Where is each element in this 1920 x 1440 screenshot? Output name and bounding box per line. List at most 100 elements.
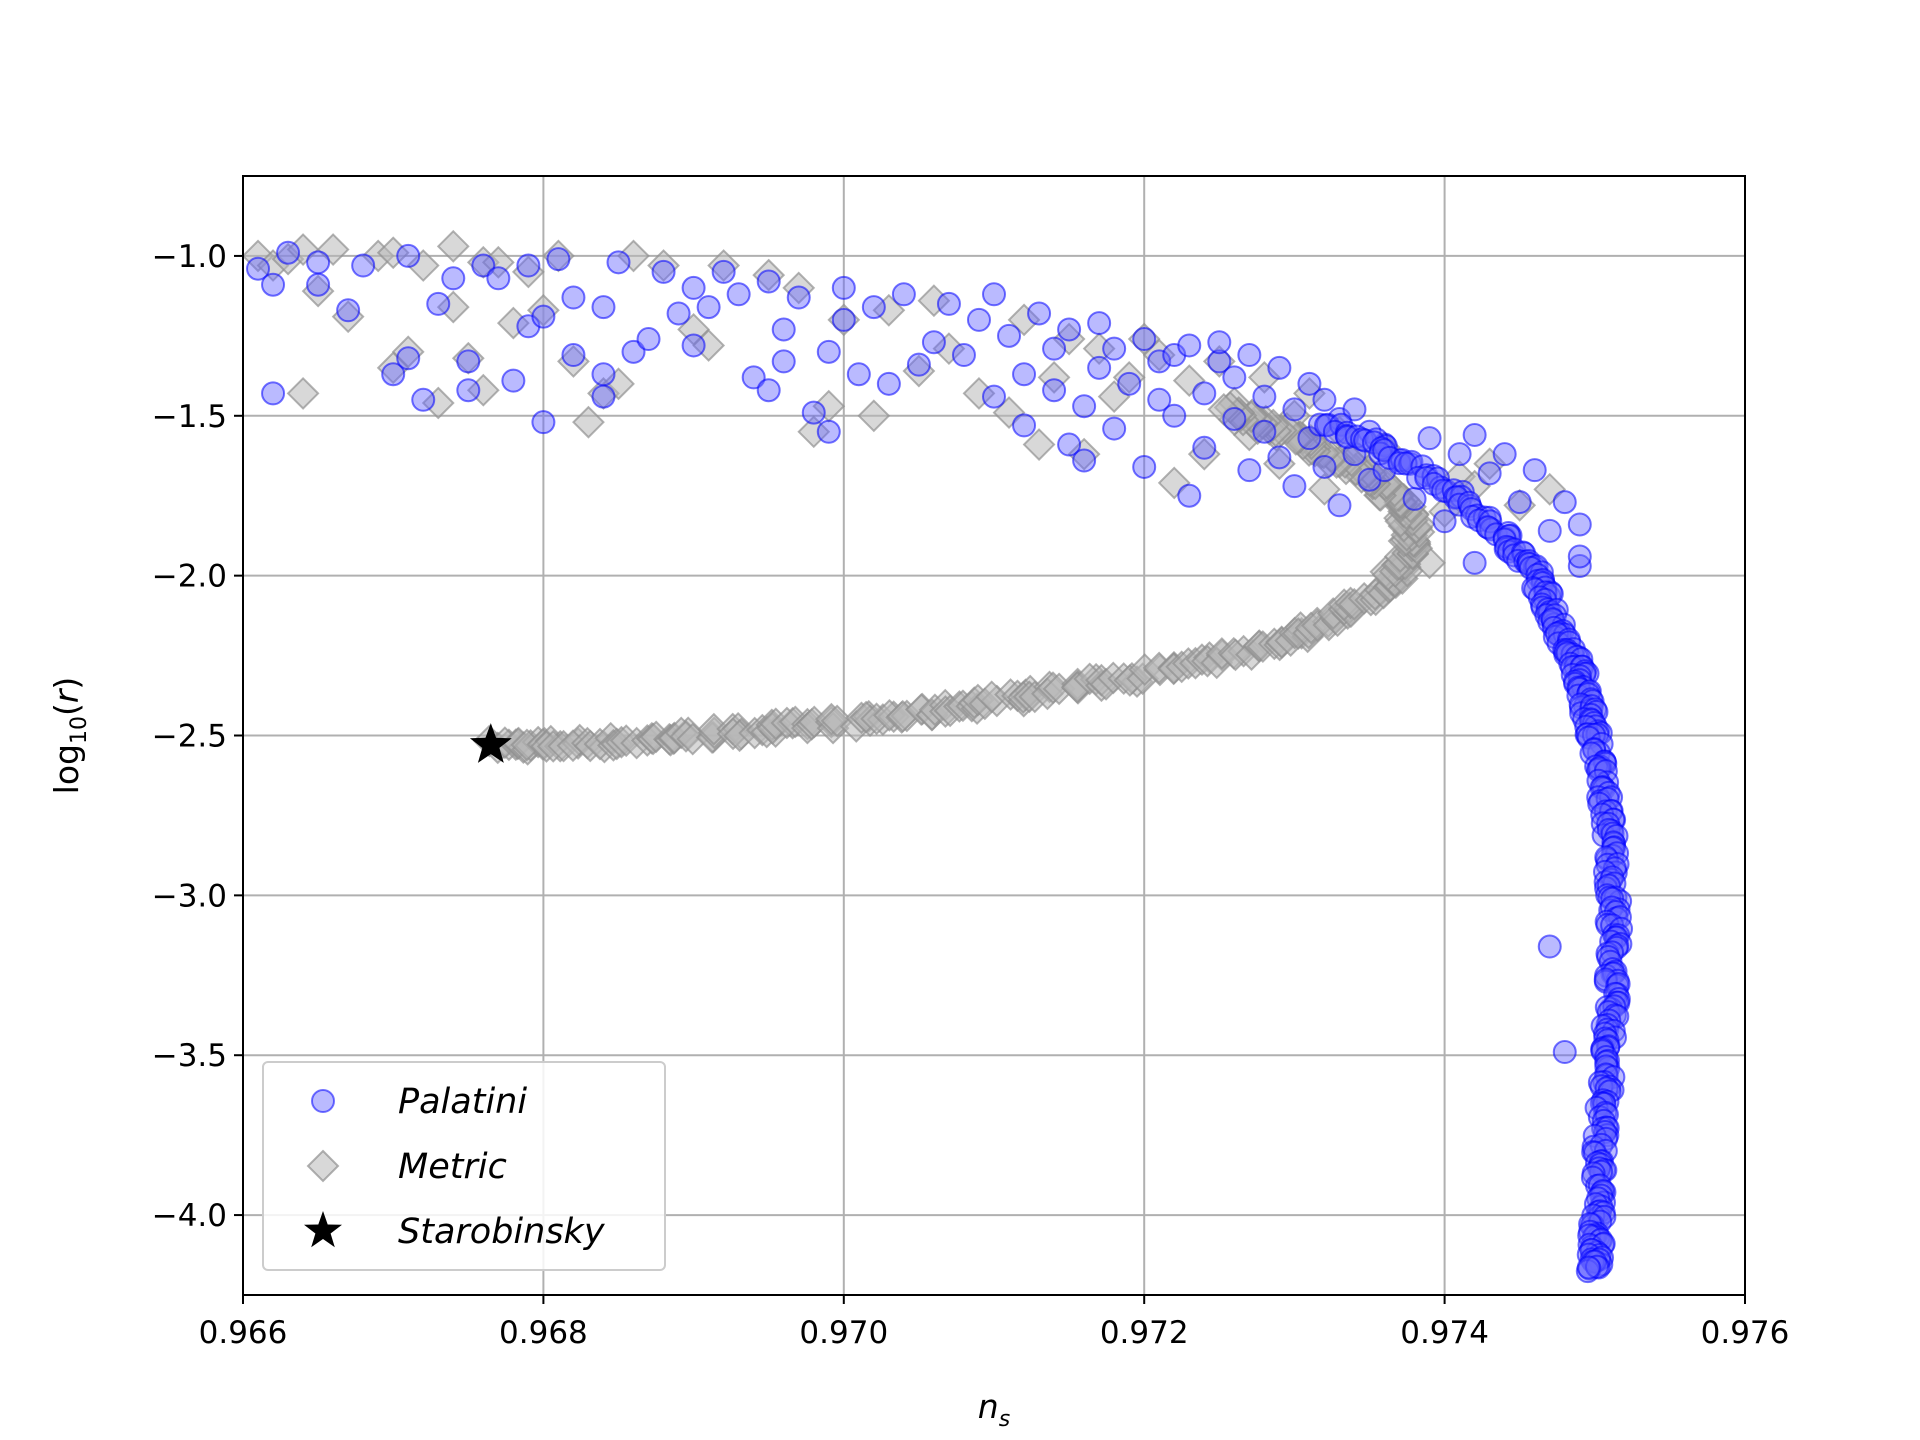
palatini-point xyxy=(1567,544,1592,569)
palatini-point xyxy=(531,304,556,329)
metric-point xyxy=(496,306,530,340)
palatini-point xyxy=(936,291,961,316)
palatini-point xyxy=(831,275,856,300)
palatini-point xyxy=(306,272,331,297)
palatini-point xyxy=(1087,355,1112,380)
starobinsky-point xyxy=(469,723,512,763)
palatini-point xyxy=(1267,355,1292,380)
metric-point xyxy=(316,233,350,266)
palatini-point xyxy=(771,349,796,374)
palatini-point xyxy=(921,330,946,355)
palatini-point xyxy=(831,307,856,332)
palatini-point xyxy=(1297,371,1322,396)
palatini-point xyxy=(951,343,976,368)
legend-label-starobinsky: Starobinsky xyxy=(398,1212,606,1252)
palatini-point xyxy=(1072,448,1097,473)
metric-point xyxy=(1473,447,1507,481)
metric-point xyxy=(1097,380,1131,414)
palatini-point xyxy=(1147,387,1172,412)
metric-point xyxy=(376,236,410,270)
palatini-point xyxy=(396,346,421,371)
palatini-point xyxy=(1222,406,1247,431)
metric-point xyxy=(1022,428,1056,461)
y-axis-label-close: ) xyxy=(47,677,86,690)
palatini-point xyxy=(591,362,616,387)
legend-marker-metric xyxy=(306,1149,340,1183)
palatini-point xyxy=(696,295,721,320)
palatini-point xyxy=(501,368,526,393)
y-axis-label-var: r xyxy=(47,687,86,703)
palatini-point xyxy=(381,362,406,387)
palatini-point xyxy=(1177,333,1202,358)
palatini-point xyxy=(441,266,466,291)
palatini-point xyxy=(456,378,481,403)
palatini-point xyxy=(771,317,796,342)
palatini-point xyxy=(1177,483,1202,508)
y-tick-label: −3.5 xyxy=(152,1038,227,1074)
palatini-point xyxy=(891,282,916,307)
legend-label-palatini: Palatini xyxy=(398,1082,527,1122)
palatini-point xyxy=(351,253,376,278)
palatini-point xyxy=(1492,442,1517,467)
x-tick-label: 0.970 xyxy=(799,1315,888,1351)
palatini-point xyxy=(246,256,271,281)
palatini-point xyxy=(531,410,556,435)
metric-point xyxy=(286,376,320,410)
metric-point xyxy=(962,376,996,410)
palatini-point xyxy=(606,250,631,275)
palatini-point xyxy=(1576,1255,1601,1280)
palatini-point xyxy=(261,381,286,406)
y-axis-label-prefix: log xyxy=(47,744,86,794)
palatini-point xyxy=(1552,490,1577,515)
palatini-point xyxy=(816,339,841,364)
palatini-point xyxy=(681,275,706,300)
palatini-point xyxy=(1057,317,1082,342)
palatini-point xyxy=(1477,461,1502,486)
palatini-point xyxy=(1507,490,1532,515)
palatini-point xyxy=(456,349,481,374)
palatini-point xyxy=(1417,426,1442,451)
y-axis-label: log10(r) xyxy=(47,677,92,795)
palatini-point xyxy=(411,387,436,412)
palatini-point xyxy=(336,298,361,323)
palatini-point xyxy=(876,371,901,396)
palatini-point xyxy=(906,352,931,377)
metric-point xyxy=(1067,437,1101,471)
metric-point xyxy=(241,239,275,273)
palatini-point xyxy=(1207,330,1232,355)
metric-point xyxy=(1172,364,1206,398)
palatini-point xyxy=(1042,378,1067,403)
palatini-point xyxy=(861,295,886,320)
palatini-point xyxy=(966,307,991,332)
legend-label-metric: Metric xyxy=(398,1147,507,1187)
palatini-point xyxy=(711,259,736,284)
palatini-point xyxy=(591,295,616,320)
axis-ticks: 0.966 0.968 0.970 0.972 0.974 0.976 −1.0 −1.5 −2… xyxy=(152,239,1790,1351)
palatini-point xyxy=(982,282,1006,307)
palatini-point xyxy=(1584,1254,1609,1279)
x-tick-label: 0.966 xyxy=(199,1315,288,1351)
metric-point xyxy=(1533,472,1567,506)
metric-point xyxy=(436,229,470,263)
palatini-point xyxy=(982,384,1006,409)
palatini-point xyxy=(846,362,871,387)
palatini-point xyxy=(636,327,661,352)
y-axis-label-sub: 10 xyxy=(67,716,92,744)
palatini-point xyxy=(1042,336,1067,361)
metric-point xyxy=(617,239,650,273)
metric-point xyxy=(707,249,741,282)
palatini-point xyxy=(1132,454,1157,479)
palatini-point xyxy=(1222,365,1247,390)
palatini-point xyxy=(1027,301,1052,326)
metric-point xyxy=(602,367,635,401)
palatini-point xyxy=(516,253,541,278)
metric-point xyxy=(857,399,891,433)
palatini-point xyxy=(1342,397,1367,422)
y-tick-label: −1.0 xyxy=(152,239,227,275)
palatini-point xyxy=(1447,442,1472,467)
palatini-point xyxy=(786,285,811,310)
x-tick-label: 0.976 xyxy=(1701,1315,1790,1351)
palatini-point xyxy=(486,266,511,291)
palatini-point xyxy=(1252,419,1277,444)
